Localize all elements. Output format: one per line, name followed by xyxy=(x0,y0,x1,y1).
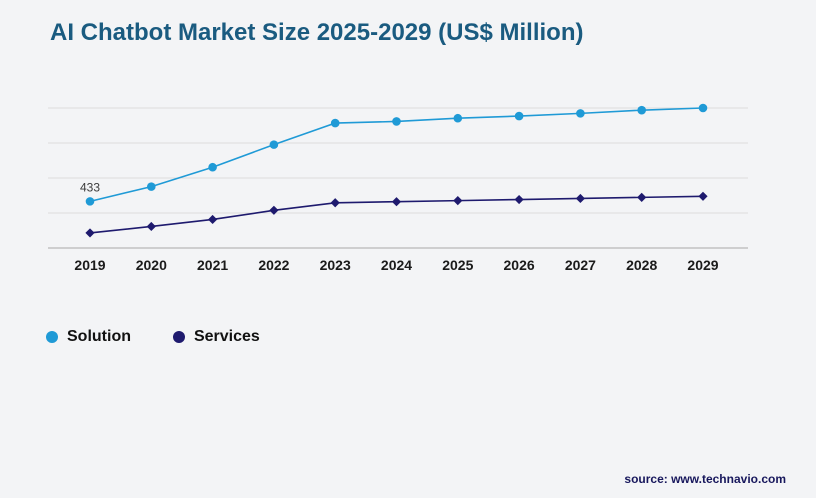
svg-text:2019: 2019 xyxy=(74,257,105,273)
legend-label-services: Services xyxy=(193,328,260,345)
legend-item-services[interactable]: Services xyxy=(172,328,260,346)
svg-text:2025: 2025 xyxy=(442,257,473,273)
source-text: source: www.technavio.com xyxy=(624,472,786,486)
svg-text:2021: 2021 xyxy=(197,257,228,273)
svg-text:2024: 2024 xyxy=(381,257,412,273)
svg-text:2023: 2023 xyxy=(320,257,351,273)
svg-text:2029: 2029 xyxy=(687,257,718,273)
services-legend-dot-icon xyxy=(172,331,185,343)
page-title: AI Chatbot Market Size 2025-2029 (US$ Mi… xyxy=(50,19,584,46)
svg-text:433: 433 xyxy=(80,180,100,194)
svg-text:2022: 2022 xyxy=(258,257,289,273)
svg-text:2027: 2027 xyxy=(565,257,596,273)
legend-item-solution[interactable]: Solution xyxy=(46,328,131,346)
solution-legend-dot-icon xyxy=(46,331,58,343)
chart-legend: Solution Services xyxy=(46,328,816,346)
svg-text:2028: 2028 xyxy=(626,257,657,273)
legend-label-solution: Solution xyxy=(67,328,131,345)
svg-text:2020: 2020 xyxy=(136,257,167,273)
chart-svg: 2019 2020 2021 2022 2023 2024 2025 2026 2027 2028… xyxy=(48,103,748,273)
svg-text:2026: 2026 xyxy=(504,257,535,273)
